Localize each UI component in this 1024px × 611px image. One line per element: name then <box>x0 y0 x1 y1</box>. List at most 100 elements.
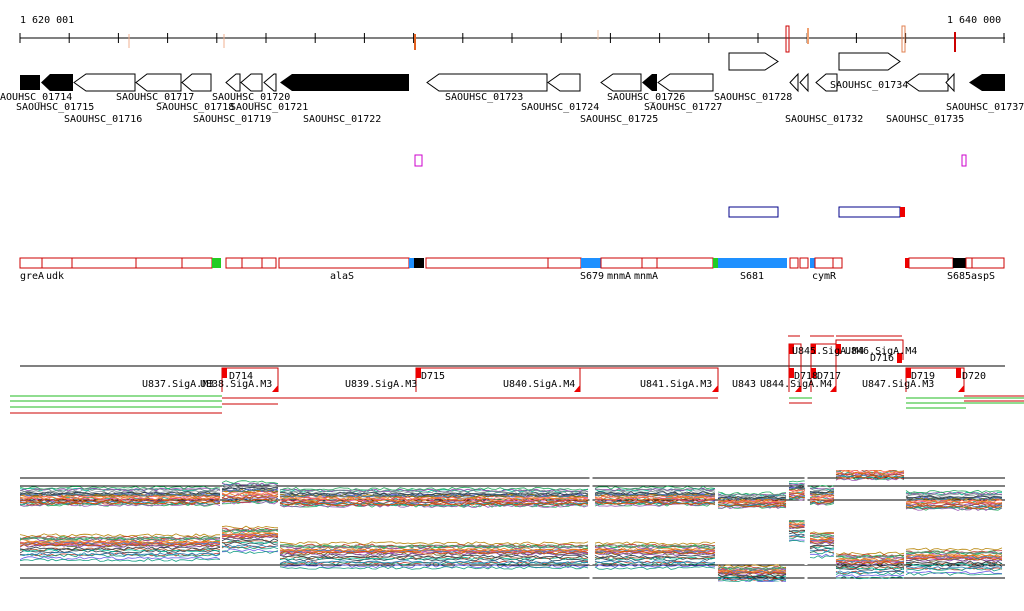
segment-label: U837.SigA.M3 <box>142 379 214 390</box>
operon-box[interactable] <box>832 257 843 269</box>
operon-box[interactable] <box>789 257 799 269</box>
gene-arrow[interactable] <box>815 73 838 92</box>
segment-label: U838.SigA.M3 <box>200 379 272 390</box>
ncrna-box[interactable] <box>728 206 779 218</box>
segment-label: U846.SigA.M4 <box>845 346 917 357</box>
gene-arrow[interactable] <box>945 72 955 93</box>
gene-arrow[interactable] <box>642 74 657 91</box>
gene-label: SAOUHSC_01716 <box>64 114 142 125</box>
operon-label: S685 <box>947 271 971 282</box>
operon-label: mnmA <box>634 271 658 282</box>
gene-arrow[interactable] <box>969 74 1005 91</box>
gene-arrow[interactable] <box>547 73 581 92</box>
gene-label: SAOUHSC_01726 <box>607 92 685 103</box>
gene-arrow[interactable] <box>728 52 779 71</box>
gene-arrow[interactable] <box>263 73 277 92</box>
coordinate-ruler: 1 620 001 1 640 000 <box>19 15 1005 53</box>
operon-box[interactable] <box>965 257 973 269</box>
site-marker[interactable] <box>961 154 967 167</box>
gene-arrow[interactable] <box>906 73 949 92</box>
operon-box[interactable] <box>656 257 714 269</box>
operon-box[interactable] <box>908 257 954 269</box>
operon-boxes <box>19 257 1005 269</box>
gene-arrow[interactable] <box>657 73 714 92</box>
gene-arrow[interactable] <box>789 72 799 93</box>
operon-label: S679 <box>580 271 604 282</box>
gene-track: SAOUHSC_01714 SAOUHSC_01715 SAOUHSC_0171… <box>0 52 1024 125</box>
ncrna-track <box>728 206 905 218</box>
gene-label: SAOUHSC_01720 <box>212 92 290 103</box>
operon-box[interactable] <box>971 257 1005 269</box>
tss-markers <box>222 344 964 392</box>
tss-label: D719 <box>911 371 935 382</box>
gene-label: SAOUHSC_01718 <box>156 102 234 113</box>
operon-box[interactable] <box>425 257 549 269</box>
operon-label: udk <box>46 271 64 282</box>
tss-label: D715 <box>421 371 445 382</box>
operon-box[interactable] <box>135 257 183 269</box>
gene-label: SAOUHSC_01721 <box>230 102 308 113</box>
gene-arrow[interactable] <box>181 73 212 92</box>
gene-label: SAOUHSC_01728 <box>714 92 792 103</box>
gene-label: SAOUHSC_01717 <box>116 92 194 103</box>
operon-box[interactable] <box>41 257 73 269</box>
gene-arrow[interactable] <box>73 73 136 92</box>
operon-box[interactable] <box>641 257 658 269</box>
gene-label: SAOUHSC_01719 <box>193 114 271 125</box>
gene-arrow[interactable] <box>225 73 241 92</box>
gene-arrow[interactable] <box>426 73 548 92</box>
site-marker[interactable] <box>414 154 423 167</box>
tss-label: D720 <box>962 371 986 382</box>
expression-panel <box>20 470 1005 582</box>
gene-arrow[interactable] <box>799 72 809 93</box>
segment-label: U843 <box>732 379 756 390</box>
gene-label: SAOUHSC_01727 <box>644 102 722 113</box>
operon-box[interactable] <box>814 257 834 269</box>
gene-arrow[interactable] <box>135 73 182 92</box>
gene-arrow[interactable] <box>240 73 263 92</box>
gene-label: SAOUHSC_01715 <box>16 102 94 113</box>
ruler-end-label: 1 640 000 <box>947 15 1001 26</box>
gene-arrow[interactable] <box>838 52 901 71</box>
operon-label: aspS <box>971 271 995 282</box>
operon-box[interactable] <box>547 257 582 269</box>
tss-label: D718 <box>794 371 818 382</box>
operon-box[interactable] <box>600 257 643 269</box>
ruler-highlights <box>128 25 956 53</box>
gene-label: SAOUHSC_01732 <box>785 114 863 125</box>
operon-label: greA <box>20 271 44 282</box>
gene-arrow[interactable] <box>41 74 73 91</box>
gene-label: SAOUHSC_01725 <box>580 114 658 125</box>
operon-label: mnmA <box>607 271 631 282</box>
segment-label: U841.SigA.M3 <box>640 379 712 390</box>
gene-arrow[interactable] <box>280 74 409 91</box>
ruler-start-label: 1 620 001 <box>20 15 74 26</box>
segment-label: U839.SigA.M3 <box>345 379 417 390</box>
segment-label: U847.SigA.M3 <box>862 379 934 390</box>
operon-label: cymR <box>812 271 837 282</box>
tss-label: D717 <box>817 371 841 382</box>
segment-label: U845.SigA.M4 <box>792 346 864 357</box>
operon-box[interactable] <box>225 257 243 269</box>
tss-label: D714 <box>229 371 253 382</box>
gene-arrow[interactable] <box>600 73 642 92</box>
gene-label: SAOUHSC_01735 <box>886 114 964 125</box>
segment-track: U837.SigA.M3 U838.SigA.M3 U839.SigA.M3 U… <box>20 335 1005 392</box>
gene-arrow[interactable] <box>20 75 40 90</box>
operon-box[interactable] <box>71 257 137 269</box>
ncrna-box[interactable] <box>838 206 901 218</box>
operon-box[interactable] <box>181 257 213 269</box>
operon-box[interactable] <box>261 257 277 269</box>
tss-label: D716 <box>870 353 894 364</box>
operon-box[interactable] <box>19 257 43 269</box>
coverage-lines <box>10 395 1024 414</box>
gene-label: SAOUHSC_01723 <box>445 92 523 103</box>
ruler-ticks <box>19 33 1005 43</box>
gene-label: SAOUHSC_01714 <box>0 92 72 103</box>
operon-box[interactable] <box>278 257 410 269</box>
segment-brackets <box>221 335 965 392</box>
operon-box[interactable] <box>799 257 809 269</box>
gene-label: SAOUHSC_01737 <box>946 102 1024 113</box>
operon-box[interactable] <box>241 257 263 269</box>
segment-label: U840.SigA.M4 <box>503 379 575 390</box>
